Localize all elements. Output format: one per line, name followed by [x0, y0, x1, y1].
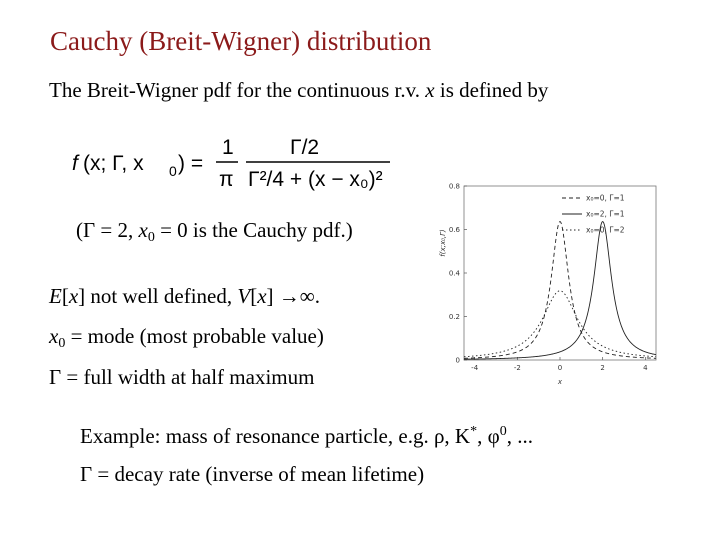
mode-line: x0 = mode (most probable value) — [49, 324, 324, 352]
breit-wigner-formula: f (x; Γ, x 0 ) = 1 π Γ/2 Γ²/4 + (x − x₀)… — [72, 136, 390, 191]
note-sub: 0 — [147, 230, 155, 245]
note-x: x — [138, 218, 148, 242]
series-line-1 — [463, 221, 657, 360]
decay-line: Γ = decay rate (inverse of mean lifetime… — [80, 462, 424, 487]
formula-frac-den: Γ²/4 + (x − x₀)² — [248, 168, 383, 191]
example-phi: , φ — [477, 424, 500, 448]
moments-line: E[x] not well defined, V[x] →∞. — [49, 284, 320, 309]
formula-frac-num: Γ/2 — [290, 136, 319, 159]
formula-sub: 0 — [169, 163, 177, 179]
note-d: = 0 is the Cauchy pdf.) — [154, 218, 353, 242]
legend-entry-2: x₀=0, Γ=2 — [586, 226, 625, 235]
m-x2: x — [257, 284, 267, 308]
x-axis-label: x — [557, 378, 563, 386]
m-x1: x — [68, 284, 79, 308]
mode-sub: 0 — [58, 336, 66, 351]
y-tick-label: 0.2 — [449, 313, 460, 321]
slide-title: Cauchy (Breit-Wigner) distribution — [50, 26, 432, 56]
formula-f: f — [72, 152, 80, 175]
y-tick-label: 0.8 — [449, 183, 460, 191]
y-tick-label: 0.4 — [449, 270, 461, 278]
y-axis-label: f(x;x₀,Γ) — [439, 229, 447, 257]
mode-x: x — [49, 324, 59, 348]
m-h: ] →∞. — [266, 284, 320, 308]
formula-coef-num: 1 — [222, 136, 234, 159]
formula-eq: ) = — [178, 152, 203, 175]
y-tick-label: 0 — [456, 357, 460, 365]
m-d: ] not well defined, — [78, 284, 238, 308]
intro-text: The Breit-Wigner pdf for the continuous … — [49, 78, 548, 103]
y-tick-label: 0.6 — [449, 226, 461, 234]
example-text: Example: mass of resonance particle, e.g… — [80, 424, 471, 448]
series-line-0 — [463, 221, 657, 359]
legend-entry-0: x₀=0, Γ=1 — [586, 194, 625, 203]
variance-v: V — [237, 284, 251, 308]
breit-wigner-plot: -4 -2 0 2 4 0 0.2 0.4 0.6 0.8 x f(x;x₀,Γ) x₀=0, Γ=1 x… — [439, 183, 657, 386]
note-a: (Γ = 2, — [76, 218, 139, 242]
plot-frame — [463, 185, 657, 361]
intro-part: The Breit-Wigner pdf for the continuous … — [49, 78, 426, 102]
x-tick-label: -4 — [471, 364, 479, 372]
formula-coef-den: π — [219, 168, 234, 191]
x-tick-label: -2 — [514, 364, 521, 372]
intro-part-2: is defined by — [434, 78, 549, 102]
expectation-e: E — [49, 284, 62, 308]
example-line: Example: mass of resonance particle, e.g… — [80, 424, 533, 449]
cauchy-note: (Γ = 2, x0 = 0 is the Cauchy pdf.) — [76, 218, 353, 246]
mode-text: = mode (most probable value) — [65, 324, 324, 348]
legend-entry-1: x₀=2, Γ=1 — [586, 210, 625, 219]
width-line: Γ = full width at half maximum — [49, 365, 314, 390]
intro-var: x — [425, 78, 435, 102]
width-text: Γ = full width at half maximum — [49, 365, 315, 389]
x-tick-label: 0 — [558, 364, 562, 372]
m-f: [ — [250, 284, 258, 308]
example-tail: , ... — [506, 424, 533, 448]
formula-args: (x; Γ, x — [83, 152, 144, 175]
decay-text: Γ = decay rate (inverse of mean lifetime… — [80, 462, 425, 486]
m-b: [ — [61, 284, 69, 308]
x-tick-label: 4 — [643, 364, 648, 372]
series-line-2 — [463, 290, 657, 358]
x-tick-label: 2 — [600, 364, 604, 372]
example-star: * — [470, 424, 478, 439]
example-zero: 0 — [499, 424, 507, 439]
